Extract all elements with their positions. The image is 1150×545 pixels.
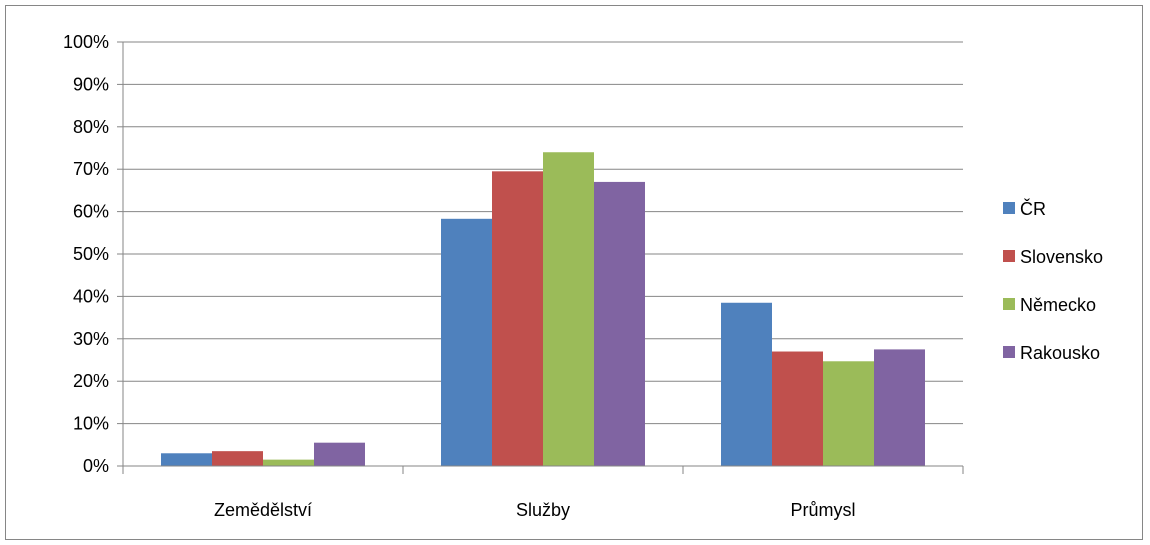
y-tick-label: 100% (63, 32, 109, 52)
legend-swatch (1003, 346, 1015, 358)
bar (823, 361, 874, 466)
bar (161, 453, 212, 466)
y-tick-label: 50% (73, 244, 109, 264)
bar (721, 302, 772, 466)
bar (212, 451, 263, 466)
y-tick-label: 10% (73, 414, 109, 434)
bar (263, 459, 314, 466)
y-tick-label: 60% (73, 202, 109, 222)
axes: 0% 10% 20% 30% 40% 50% 60% 70% 80% 90% 100% Zeměděl… (63, 32, 964, 520)
bars (161, 152, 925, 467)
y-tick-label: 40% (73, 286, 109, 306)
legend-swatch (1003, 202, 1015, 214)
y-tick-label: 20% (73, 371, 109, 391)
chart-frame: 0% 10% 20% 30% 40% 50% 60% 70% 80% 90% 100% Zeměděl… (5, 5, 1143, 540)
bar (543, 152, 594, 467)
y-tick-label: 80% (73, 117, 109, 137)
legend-label: Rakousko (1020, 343, 1100, 363)
legend-label: Německo (1020, 295, 1096, 315)
legend-label: ČR (1020, 198, 1046, 219)
x-category-label: Služby (516, 500, 570, 520)
bar-chart: 0% 10% 20% 30% 40% 50% 60% 70% 80% 90% 100% Zeměděl… (63, 32, 1103, 520)
legend: ČR Slovensko Německo Rakousko (1003, 198, 1103, 363)
x-category-label: Průmysl (790, 500, 855, 520)
y-tick-label: 70% (73, 159, 109, 179)
y-tick-label: 30% (73, 329, 109, 349)
bar (314, 442, 365, 466)
legend-swatch (1003, 250, 1015, 262)
bar (772, 351, 823, 466)
x-category-label: Zemědělství (214, 500, 312, 520)
y-tick-label: 90% (73, 74, 109, 94)
bar (441, 218, 492, 466)
legend-label: Slovensko (1020, 247, 1103, 267)
bar (874, 349, 925, 466)
legend-swatch (1003, 298, 1015, 310)
bar (594, 181, 645, 467)
y-tick-label: 0% (83, 456, 109, 476)
bar (492, 171, 543, 466)
